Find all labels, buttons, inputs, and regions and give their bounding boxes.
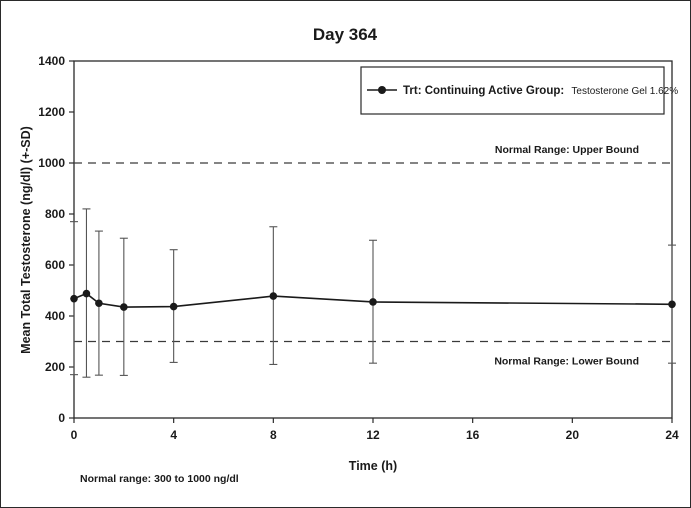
- data-point: [120, 303, 128, 311]
- x-tick-label: 24: [665, 428, 679, 442]
- y-tick-label: 600: [45, 258, 65, 272]
- series-layer: [70, 208, 676, 378]
- legend-marker: [378, 86, 386, 94]
- x-tick-label: 4: [170, 428, 177, 442]
- x-tick-label: 0: [71, 428, 78, 442]
- y-tick-label: 200: [45, 360, 65, 374]
- y-tick-label: 1000: [38, 156, 65, 170]
- x-tick-label: 16: [466, 428, 480, 442]
- x-axis-label: Time (h): [349, 459, 397, 473]
- reference-line-label: Normal Range: Lower Bound: [494, 356, 639, 368]
- data-point: [169, 302, 178, 311]
- y-tick-label: 1400: [38, 54, 65, 68]
- data-point: [269, 292, 278, 300]
- y-axis-label: Mean Total Testosterone (ng/dl) (+-SD): [19, 126, 33, 354]
- data-point: [82, 289, 91, 298]
- x-tick-label: 20: [566, 428, 580, 442]
- y-tick-label: 400: [45, 309, 65, 323]
- data-point: [95, 299, 103, 308]
- data-point: [369, 298, 377, 306]
- y-tick-label: 1200: [38, 105, 65, 119]
- legend-box: [360, 66, 665, 115]
- y-tick-label: 800: [45, 207, 65, 221]
- x-tick-label: 8: [270, 428, 277, 442]
- x-tick-label: 12: [366, 428, 380, 442]
- chart-title: Day 364: [313, 25, 378, 44]
- y-tick-label: 0: [58, 411, 65, 425]
- x-axis: 0 4 8 12 16 20 24: [71, 418, 679, 442]
- reference-line-label: Normal Range: Upper Bound: [495, 144, 639, 156]
- y-axis: 0 200 400 600 800 1000 1200 1400: [38, 54, 74, 425]
- data-point: [70, 294, 78, 303]
- data-point: [668, 300, 676, 309]
- footnote: Normal range: 300 to 1000 ng/dl: [80, 473, 239, 485]
- legend-label-suffix: Testosterone Gel 1.62%: [571, 86, 678, 97]
- legend-label: Trt: Continuing Active Group:: [403, 85, 564, 97]
- legend: Trt: Continuing Active Group: Testostero…: [360, 66, 678, 115]
- legend-entry: Trt: Continuing Active Group: Testostero…: [403, 85, 678, 97]
